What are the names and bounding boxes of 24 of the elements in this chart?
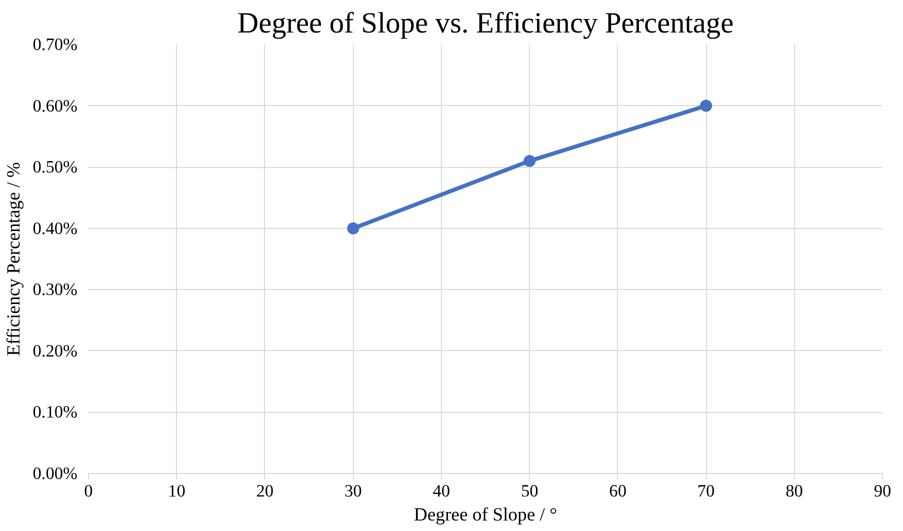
- y-tick-label: 0.10%: [32, 402, 78, 422]
- y-tick-label: 0.60%: [32, 96, 78, 116]
- y-tick-label: 0.00%: [32, 464, 78, 483]
- x-axis-title: Degree of Slope / °: [414, 504, 558, 526]
- point: [700, 100, 712, 112]
- y-tick-label: 0.30%: [32, 280, 78, 300]
- x-tick-label: 80: [786, 482, 803, 500]
- x-tick-label: 20: [256, 482, 274, 500]
- x-tick-label: 60: [609, 482, 626, 500]
- x-tick-label: 10: [168, 482, 186, 500]
- y-tick-label: 0.50%: [32, 158, 78, 177]
- x-tick-label: 40: [432, 482, 450, 500]
- x-tick-label: 90: [874, 482, 892, 500]
- y-tick-label: 0.20%: [32, 341, 78, 360]
- y-axis-title: Efficiency Percentage / %: [4, 162, 25, 356]
- y-tick-label: 0.40%: [32, 218, 78, 238]
- x-tick-label: 70: [697, 482, 715, 500]
- y-tick-label: 0.70%: [32, 35, 78, 54]
- point: [347, 222, 360, 234]
- x-tick-label: 50: [520, 482, 538, 500]
- x-tick-label: 0: [84, 482, 93, 500]
- point: [524, 154, 536, 167]
- chart-title: Degree of Slope vs. Efficiency Percentage: [237, 8, 734, 40]
- x-tick-label: 30: [344, 482, 362, 500]
